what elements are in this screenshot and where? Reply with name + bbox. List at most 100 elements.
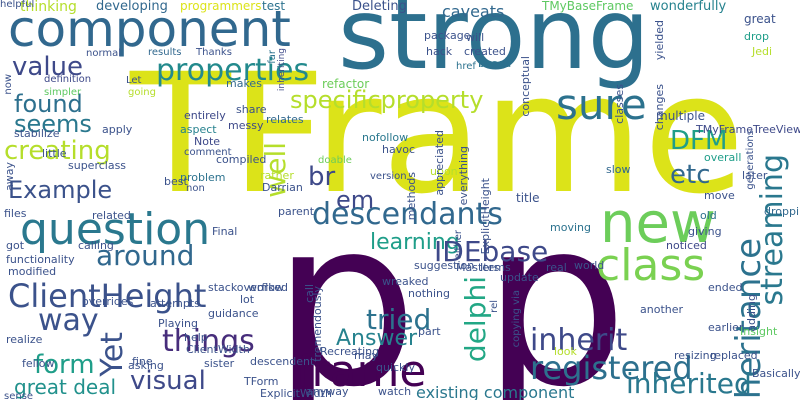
word-recreating: Recreating (320, 345, 380, 358)
word-going: going (128, 87, 156, 98)
word-havoc: havoc (382, 143, 415, 156)
word-way: way (38, 303, 99, 338)
word-wreaked: wreaked (382, 275, 429, 288)
word-br: br (308, 162, 336, 192)
word-existing-component: existing component (416, 383, 575, 400)
word-simpler: simpler (44, 87, 82, 98)
word-inheriting: inheriting (277, 48, 287, 92)
word-calling: calling (78, 239, 114, 252)
word-compiled: compiled (216, 153, 267, 166)
word-earlier: earlier (708, 321, 744, 334)
word-specificproperty: specificproperty (290, 86, 484, 114)
word-clientwidth: ClientWidth (186, 343, 250, 356)
word-slow: slow (606, 163, 631, 176)
word-multiple: multiple (656, 109, 706, 123)
word-overrides: overrides (82, 295, 134, 308)
word-final: Final (212, 225, 238, 238)
word-either: either (453, 230, 464, 260)
word-tmyframetreeview: TMyFrameTreeView (696, 123, 800, 136)
word-visual: visual (130, 366, 206, 396)
word-note: Note (194, 135, 221, 148)
word-generations: generations (745, 130, 756, 190)
word-insight: Insight (740, 325, 778, 338)
word-rather: rather (260, 169, 294, 182)
word-basically: Basically (752, 367, 800, 380)
word-apply: apply (102, 123, 133, 136)
word-registered: registered (530, 349, 693, 387)
word-drop: drop (744, 30, 769, 43)
word-idebase: IDEbase (434, 235, 549, 268)
word-overall: overall (704, 151, 742, 164)
word-copying-via: copying via (511, 290, 522, 348)
word-question: question (20, 204, 211, 255)
word-ended: ended (708, 281, 743, 294)
word-creating: creating (4, 136, 111, 166)
word-frame: frame (296, 346, 427, 397)
word-value: value (12, 52, 84, 82)
word-hack: hack (426, 45, 453, 58)
word-everything: everything (457, 146, 470, 206)
word-tframe: TFrame (130, 38, 745, 230)
word-nofollow: nofollow (362, 131, 409, 144)
word-component: component (8, 0, 291, 58)
word-form: form (34, 350, 95, 380)
word-inherit: inherit (530, 323, 628, 358)
word-watch: watch (378, 385, 412, 398)
word-little: little (42, 147, 67, 160)
word-inherited: inherited (626, 367, 752, 400)
word-great-deal: great deal (14, 375, 117, 399)
word-sense: sense (4, 391, 34, 400)
word-comment: comment (184, 147, 232, 158)
word-playing: Playing (158, 317, 198, 330)
word-tform: TForm (244, 375, 279, 388)
word-old: old (700, 209, 717, 222)
word-relates: relates (266, 113, 304, 126)
word-around: around (96, 239, 195, 272)
word-tmybaseframe: TMyBaseFrame (542, 0, 634, 13)
word-href: href (456, 61, 476, 72)
word-things: things (162, 324, 255, 359)
word-delphi: delphi (459, 276, 492, 363)
word-sister: sister (204, 357, 235, 370)
word-dfm: DFM (670, 126, 728, 156)
word-worked: worked (248, 281, 288, 294)
word-explicitheight: ExplicitHeight (479, 178, 492, 255)
word-results: results (148, 47, 182, 58)
word-files: files (4, 207, 27, 220)
word-move: move (704, 189, 735, 202)
word-new: new (600, 191, 716, 256)
word-refactor: refactor (322, 77, 370, 91)
word-package: package (424, 29, 471, 42)
word-now: now (3, 74, 14, 95)
word-changes: changes (653, 84, 666, 131)
word-quickly: quickly (376, 361, 415, 374)
word-descendent: descendent (250, 355, 315, 368)
word-update: update (500, 271, 539, 284)
word-appreciated: appreciated (433, 130, 446, 196)
word-descendants: descendants (312, 197, 503, 232)
word-away: away (3, 162, 16, 191)
word-look: look (554, 345, 577, 358)
word-p: p (272, 171, 418, 400)
word-fine: fine (132, 355, 153, 368)
word-lot: lot (240, 293, 255, 306)
word-title: title (516, 191, 540, 205)
word-darrian: Darrian (262, 181, 303, 194)
word-class: class (596, 240, 706, 291)
word-share: share (236, 103, 267, 116)
word-world: world (574, 259, 605, 272)
word-stackoverflow: stackoverflow (208, 281, 284, 294)
word-version: version (370, 171, 407, 182)
word-deleting: Deleting (352, 0, 407, 14)
word-thanks: Thanks (196, 47, 232, 58)
word-later: later (742, 169, 768, 182)
word-upon: upon (430, 165, 458, 178)
word-seems: seems (14, 110, 92, 138)
word-classes: classes (613, 84, 626, 124)
word-real: real (546, 261, 567, 274)
word-noticed: noticed (666, 239, 707, 252)
word-far: far (267, 50, 278, 64)
word-attempts: attempts (150, 297, 200, 310)
word-example: Example (8, 176, 113, 204)
